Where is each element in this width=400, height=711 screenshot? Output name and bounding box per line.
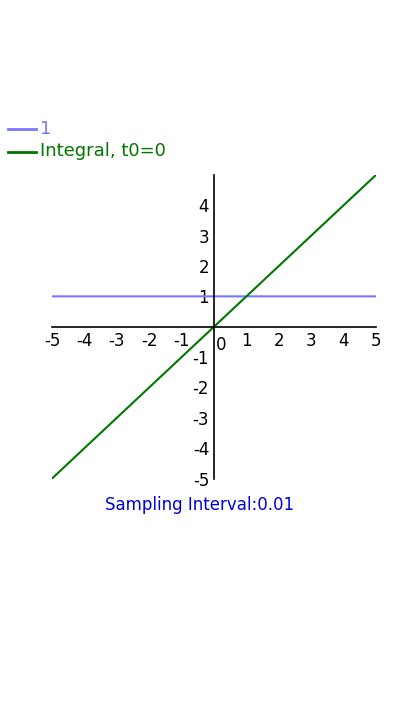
Text: ◁: ◁ <box>92 587 108 606</box>
Text: Sampling Interval:0.01: Sampling Interval:0.01 <box>106 496 294 513</box>
Text: 0: 0 <box>216 336 226 354</box>
Text: ○: ○ <box>190 587 210 606</box>
Text: Integral, t0=0: Integral, t0=0 <box>40 142 166 161</box>
Text: FREQUENCY: FREQUENCY <box>234 90 366 109</box>
Text: 1: 1 <box>40 120 51 138</box>
Text: T: T <box>93 90 107 109</box>
Text: ▢: ▢ <box>290 587 310 606</box>
